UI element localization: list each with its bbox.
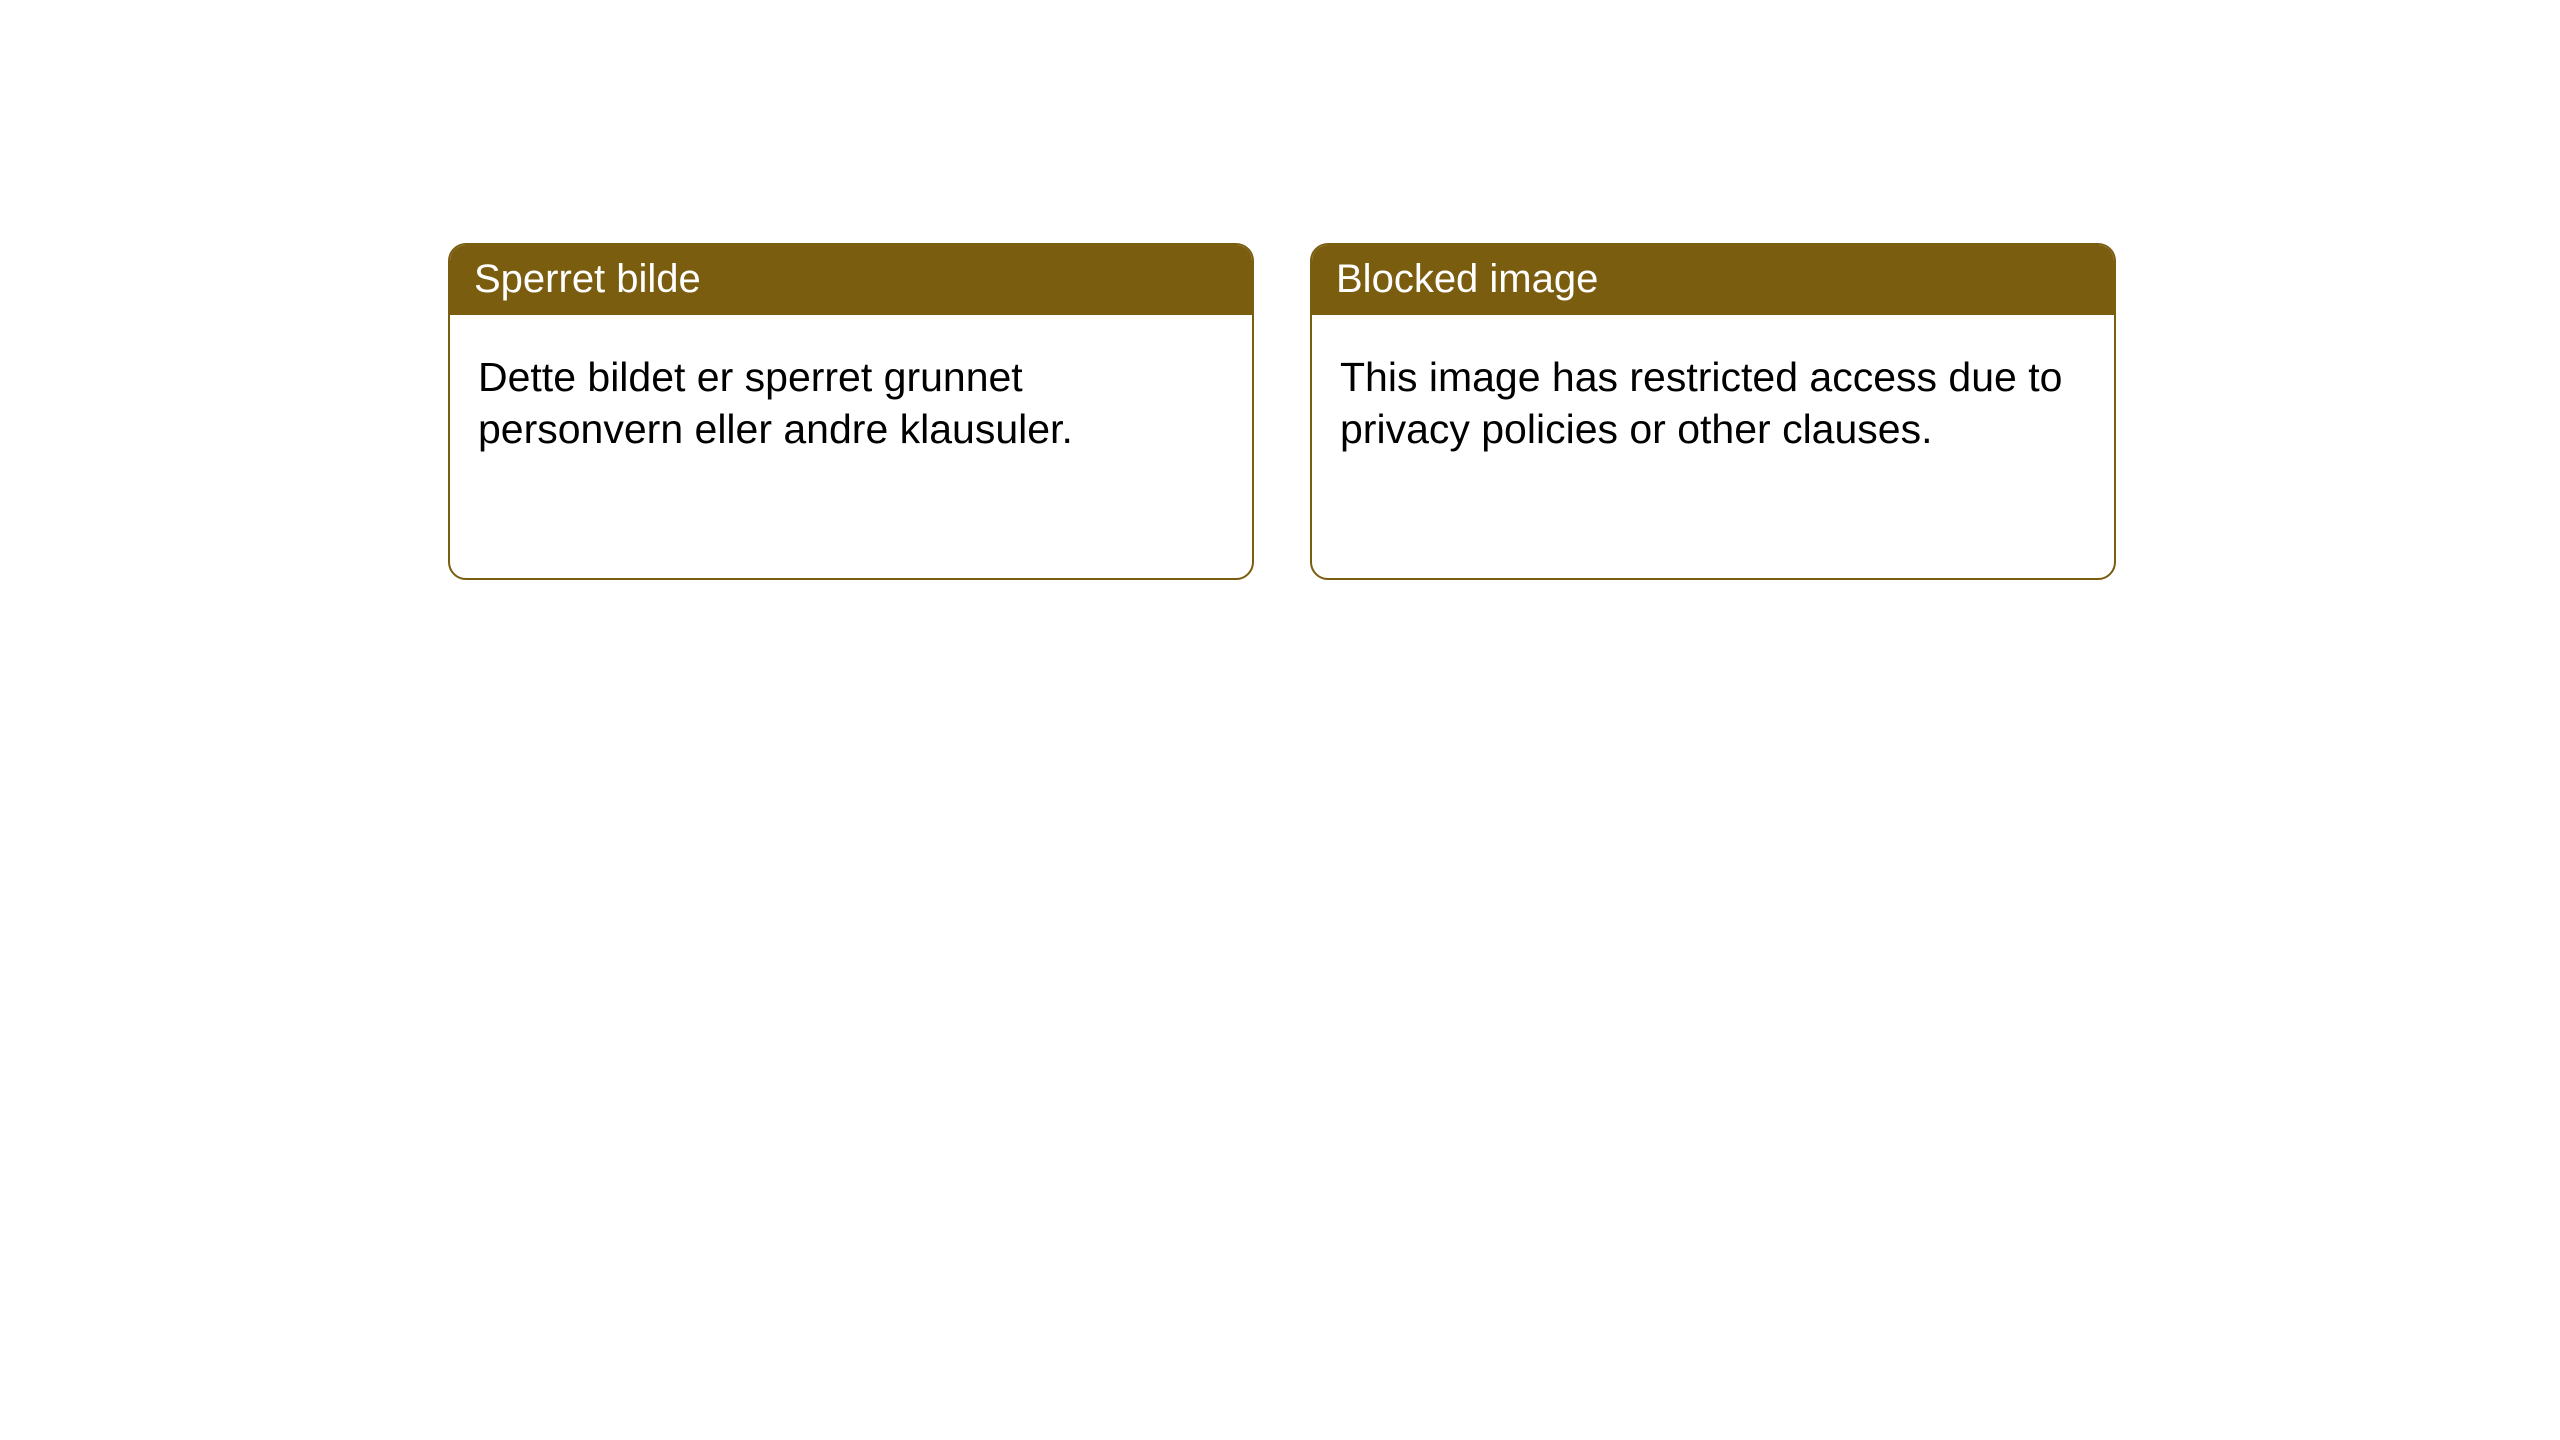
notice-card-norwegian: Sperret bilde Dette bildet er sperret gr… <box>448 243 1254 580</box>
notice-container: Sperret bilde Dette bildet er sperret gr… <box>0 0 2560 580</box>
notice-header: Blocked image <box>1312 245 2114 315</box>
notice-body: This image has restricted access due to … <box>1312 315 2114 492</box>
notice-body: Dette bildet er sperret grunnet personve… <box>450 315 1252 492</box>
notice-header: Sperret bilde <box>450 245 1252 315</box>
notice-card-english: Blocked image This image has restricted … <box>1310 243 2116 580</box>
